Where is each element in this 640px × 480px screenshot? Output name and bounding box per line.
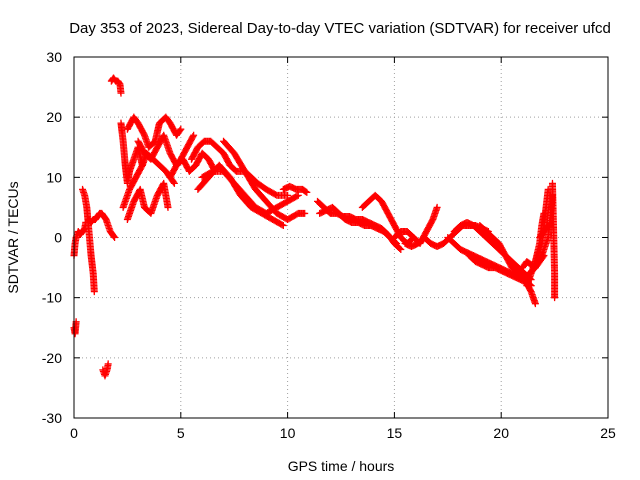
data-point [110,232,118,240]
data-point [551,294,559,302]
y-tick-label: 0 [54,230,62,246]
data-point [190,131,198,139]
y-tick-label: -10 [42,290,62,306]
data-point [164,203,172,211]
x-tick-label: 5 [177,425,185,441]
y-tick-label: 20 [46,109,62,125]
data-point [396,245,404,253]
data-point [433,203,441,211]
data-point [393,240,401,248]
data-point [531,300,539,308]
chart-title: Day 353 of 2023, Sidereal Day-to-day VTE… [69,20,611,37]
x-tick-label: 25 [600,425,616,441]
data-point [293,192,301,200]
axis-ticks: 0 5 10 15 20 25 -30 -20 -10 0 10 20 30 [42,49,616,441]
data-point [176,126,184,134]
data-point [279,221,287,229]
x-tick-label: 0 [70,425,78,441]
data-point [391,239,399,247]
data-point [284,191,292,199]
grid [74,57,608,418]
data-point [177,125,185,133]
data-point [543,223,551,231]
data-point [301,209,309,217]
y-tick-label: -20 [42,350,62,366]
y-tick-label: 10 [46,169,62,185]
data-point [302,188,310,196]
data-point [397,246,405,254]
x-tick-label: 15 [387,425,403,441]
data-points [70,74,559,380]
plot-frame [73,56,609,419]
data-point [104,360,112,368]
y-tick-label: 30 [46,49,62,65]
data-point [278,221,286,229]
x-axis-label: GPS time / hours [288,458,395,474]
data-point [90,288,98,296]
data-point [111,234,119,241]
data-point [170,178,178,186]
data-point [303,188,311,196]
data-point [294,191,302,199]
x-tick-label: 20 [493,425,509,441]
y-axis-label: SDTVAR / TECUs [5,181,21,293]
y-tick-label: -30 [42,410,62,426]
data-point [189,133,197,141]
data-point [170,179,178,187]
x-tick-label: 10 [280,425,296,441]
data-point [117,89,125,97]
